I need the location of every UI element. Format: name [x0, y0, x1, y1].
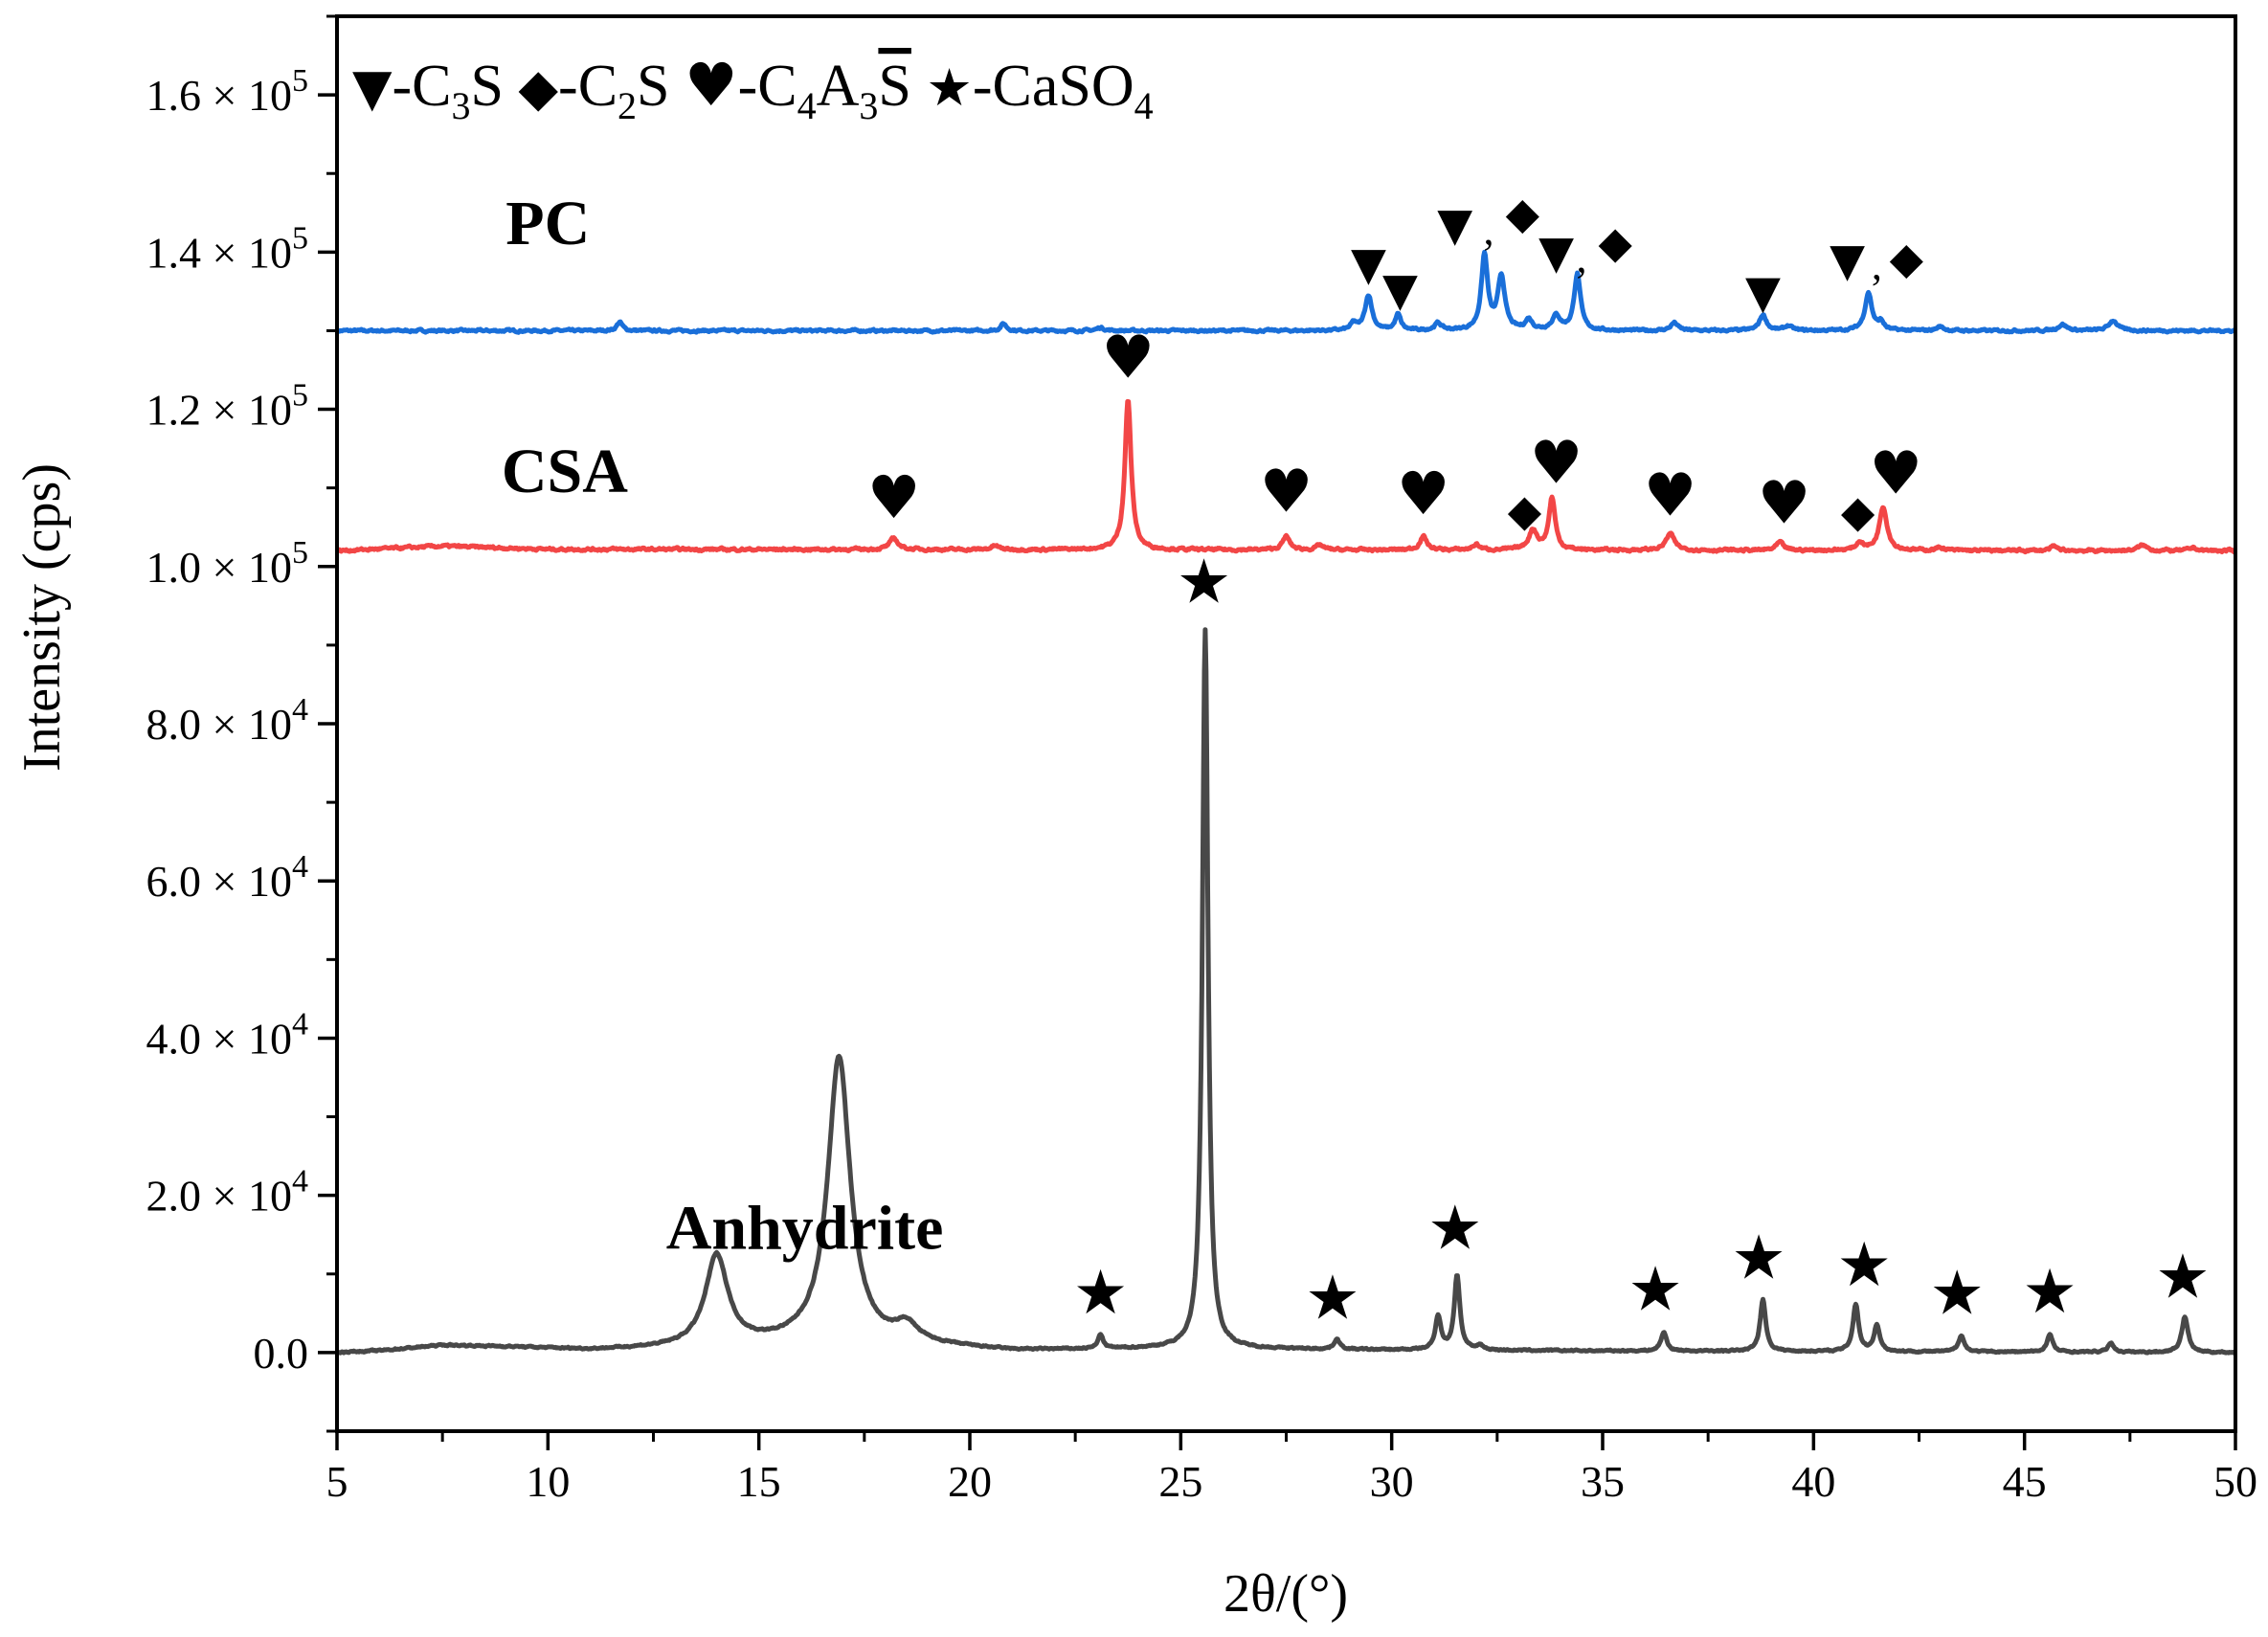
comma-separator: ,	[1872, 241, 1882, 288]
caso4-marker: ★	[1305, 1264, 1359, 1334]
c4a3s-marker: ♥	[867, 462, 921, 532]
comma-separator: ,	[1576, 235, 1586, 281]
series-line-csa	[335, 398, 2238, 555]
x-tick-label: 50	[2213, 1457, 2257, 1506]
legend: ▼-C3S ◆-C2S ♥-C4A3S ★-CaSO4	[352, 50, 1154, 127]
y-tick-label: 2.0 × 104	[146, 1164, 308, 1221]
y-tick-label: 1.6 × 105	[146, 63, 308, 120]
c3s-marker: ▼	[1382, 263, 1418, 317]
y-tick-label: 1.4 × 105	[146, 220, 308, 277]
y-tick-label: 1.0 × 105	[146, 535, 308, 592]
caso4-marker: ★	[1177, 548, 1231, 618]
series-label-csa: CSA	[502, 437, 628, 506]
caso4-marker: ★	[1427, 1194, 1482, 1265]
c2s-marker: ◆	[1890, 233, 1924, 284]
y-tick-label: 1.2 × 105	[146, 378, 308, 435]
y-tick-label: 8.0 × 104	[146, 692, 308, 749]
c2s-marker: ◆	[1841, 485, 1875, 537]
annotation-layer: ▼▼▼, ◆▼, ◆▼▼, ◆♥♥ ♥ ♥ ◆♥ ♥ ♥ ◆♥★★ ★★★ ★ ★ ★ ★ ★	[867, 188, 2211, 1334]
legend-text: ▼-C3S ◆-C2S ♥-C4A3S ★-CaSO4	[352, 50, 1154, 127]
caso4-marker: ★	[1628, 1255, 1682, 1326]
c4a3s-marker: ♥	[1260, 456, 1314, 526]
series-label-layer: PC CSA Anhydrite	[502, 189, 944, 1263]
caso4-marker: ★	[1731, 1223, 1785, 1294]
y-axis-title: Intensity (cps)	[12, 463, 72, 772]
y-tick-label: 6.0 × 104	[146, 849, 308, 906]
caso4-marker: ★	[1073, 1258, 1128, 1329]
c3s-marker: ▼	[1745, 266, 1781, 320]
caso4-marker: ★	[1929, 1259, 1984, 1330]
c4a3s-marker: ♥	[1101, 323, 1155, 392]
x-tick-label: 20	[948, 1457, 992, 1506]
c3s-marker: ▼	[1830, 234, 1865, 287]
series-label-pc: PC	[505, 189, 590, 258]
c4a3s-marker: ♥	[1758, 468, 1811, 538]
caso4-marker: ★	[2155, 1242, 2210, 1312]
x-axis-title: 2θ/(°)	[1224, 1564, 1348, 1624]
c3s-marker: ▼	[1538, 226, 1574, 280]
c4a3s-marker: ♥	[1644, 460, 1697, 529]
c2s-marker: ◆	[1506, 188, 1540, 239]
x-tick-label: 5	[326, 1457, 348, 1506]
series-label-anhydrite: Anhydrite	[666, 1194, 944, 1264]
x-tick-label: 40	[1791, 1457, 1835, 1506]
x-tick-label: 30	[1370, 1457, 1414, 1506]
x-axis: 5 10 15 20 25 30 35 40 45 50	[326, 1431, 2257, 1506]
series-layer	[335, 249, 2238, 1356]
x-tick-label: 25	[1158, 1457, 1202, 1506]
y-axis: 0.0 2.0 × 104 4.0 × 104 6.0 × 104 8.0 × 104 1…	[146, 14, 337, 1433]
c4a3s-marker: ♥	[1530, 428, 1583, 498]
series-line-anhydrite	[335, 627, 2237, 1356]
y-tick-label: 4.0 × 104	[146, 1006, 308, 1063]
c2s-marker: ◆	[1599, 216, 1633, 268]
c4a3s-marker: ♥	[1397, 459, 1450, 528]
x-tick-label: 10	[526, 1457, 570, 1506]
c4a3s-marker: ♥	[1869, 437, 1922, 507]
caso4-marker: ★	[1837, 1230, 1892, 1301]
x-tick-label: 45	[2003, 1457, 2047, 1506]
x-tick-label: 35	[1581, 1457, 1625, 1506]
x-tick-label: 15	[737, 1457, 781, 1506]
series-line-pc	[335, 249, 2237, 335]
comma-separator: ,	[1484, 207, 1494, 254]
c3s-marker: ▼	[1351, 237, 1386, 291]
y-tick-label: 0.0	[254, 1329, 309, 1378]
c2s-marker: ◆	[1508, 484, 1542, 536]
c3s-marker: ▼	[1437, 198, 1472, 252]
caso4-marker: ★	[2022, 1257, 2077, 1328]
